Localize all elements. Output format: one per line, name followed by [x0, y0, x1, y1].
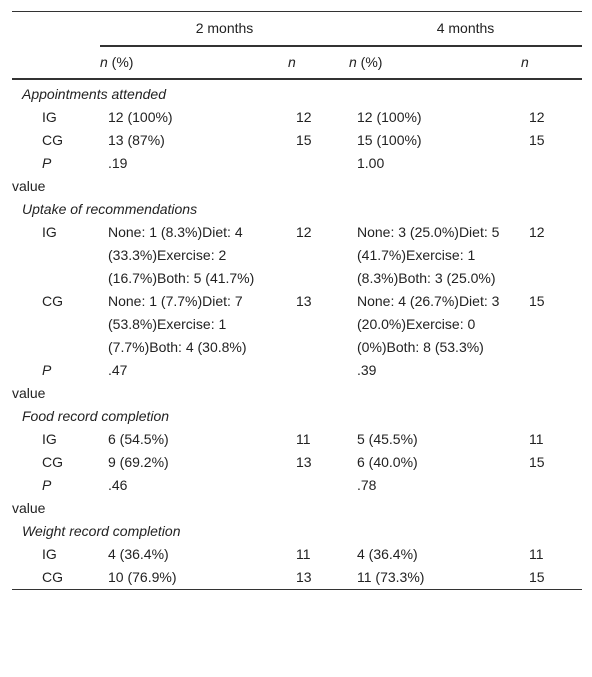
cell: 6 (40.0%): [357, 454, 418, 470]
cell: .39: [357, 362, 377, 378]
cell: None: 1 (8.3%)Diet: 4 (33.3%)Exercise: 2…: [108, 224, 255, 286]
cell: 13 (87%): [108, 132, 165, 148]
cell: 11: [296, 431, 311, 447]
cell: 1.00: [357, 155, 385, 171]
corner: [12, 46, 100, 80]
row-label: IG: [42, 109, 57, 125]
cell: None: 1 (7.7%)Diet: 7 (53.8%)Exercise: 1…: [108, 293, 247, 355]
cell: .46: [108, 477, 128, 493]
row-label: CG: [42, 293, 63, 309]
cell: 11 (73.3%): [349, 566, 521, 590]
cell: 11: [296, 546, 311, 562]
table-body: Appointments attended IG 12 (100%) 12 12 (10…: [12, 79, 582, 590]
cell: 4 (36.4%): [357, 546, 418, 562]
subheader-italic: n: [521, 54, 529, 70]
cell: 6 (54.5%): [108, 431, 169, 447]
cell: [288, 152, 349, 198]
data-row: IG None: 1 (8.3%)Diet: 4 (33.3%)Exercise:…: [12, 221, 582, 290]
section-row: Food record completion: [12, 405, 582, 428]
subheader: n (%): [100, 46, 288, 80]
cell: 4 (36.4%): [108, 546, 169, 562]
cell: 5 (45.5%): [357, 431, 418, 447]
cell: 9 (69.2%): [108, 454, 169, 470]
cell: 12: [296, 224, 312, 240]
cell: None: 4 (26.7%)Diet: 3 (20.0%)Exercise: …: [357, 293, 500, 355]
cell: None: 3 (25.0%)Diet: 5 (41.7%)Exercise: …: [357, 224, 500, 286]
cell: 12 (100%): [108, 109, 173, 125]
row-label: CG: [12, 566, 100, 590]
section-title: Weight record completion: [22, 523, 181, 539]
cell: 15: [529, 454, 545, 470]
p-italic: P: [42, 155, 52, 171]
data-row: CG 10 (76.9%) 13 11 (73.3%) 15: [12, 566, 582, 590]
data-row: CG 13 (87%) 15 15 (100%) 15: [12, 129, 582, 152]
row-label: CG: [42, 454, 63, 470]
cell: .47: [108, 362, 128, 378]
subheader: n (%): [349, 46, 521, 80]
row-label: IG: [42, 224, 57, 240]
group-header: 2 months: [100, 11, 349, 47]
cell: 13: [288, 566, 349, 590]
section-row: Uptake of recommendations: [12, 198, 582, 221]
results-table: 2 months 4 months n (%) n n (%) n Appointmen…: [12, 11, 582, 590]
cell: [521, 152, 582, 198]
data-row: IG 12 (100%) 12 12 (100%) 12: [12, 106, 582, 129]
cell: 15: [521, 566, 582, 590]
subheader: n: [288, 46, 349, 80]
p-text: value: [12, 178, 46, 194]
cell: 12: [529, 109, 545, 125]
cell: [521, 359, 582, 405]
data-row: CG None: 1 (7.7%)Diet: 7 (53.8%)Exercise:…: [12, 290, 582, 359]
group-header: 4 months: [349, 11, 582, 47]
row-label: CG: [42, 132, 63, 148]
cell: 13: [296, 454, 312, 470]
cell: [521, 474, 582, 520]
cell: 15: [529, 132, 545, 148]
cell: 11: [529, 546, 544, 562]
cell: 12: [296, 109, 312, 125]
cell: 13: [296, 293, 312, 309]
cell: 15: [529, 293, 545, 309]
data-row: IG 6 (54.5%) 11 5 (45.5%) 11: [12, 428, 582, 451]
section-title: Food record completion: [22, 408, 170, 424]
subheader-text: (%): [107, 54, 134, 70]
subheader: n: [521, 46, 582, 80]
cell: .78: [357, 477, 377, 493]
row-label: IG: [42, 431, 57, 447]
cell: 12: [529, 224, 545, 240]
subheader-italic: n: [349, 54, 357, 70]
section-row: Weight record completion: [12, 520, 582, 543]
cell: [288, 474, 349, 520]
data-row: IG 4 (36.4%) 11 4 (36.4%) 11: [12, 543, 582, 566]
row-label: IG: [42, 546, 57, 562]
cell: 12 (100%): [357, 109, 422, 125]
cell: 11: [529, 431, 544, 447]
cell: 10 (76.9%): [100, 566, 288, 590]
data-row: CG 9 (69.2%) 13 6 (40.0%) 15: [12, 451, 582, 474]
section-title: Appointments attended: [22, 86, 166, 102]
p-text: value: [12, 385, 46, 401]
corner: [12, 11, 100, 46]
table-header: 2 months 4 months n (%) n n (%) n: [12, 11, 582, 80]
subheader-text: (%): [356, 54, 383, 70]
subheader-italic: n: [288, 54, 296, 70]
section-row: Appointments attended: [12, 79, 582, 106]
cell: 15: [296, 132, 312, 148]
p-text: value: [12, 500, 46, 516]
subheader-italic: n: [100, 54, 108, 70]
cell: 15 (100%): [357, 132, 422, 148]
cell: .19: [108, 155, 128, 171]
p-italic: P: [42, 477, 52, 493]
section-title: Uptake of recommendations: [22, 201, 198, 217]
p-italic: P: [42, 362, 52, 378]
cell: [288, 359, 349, 405]
